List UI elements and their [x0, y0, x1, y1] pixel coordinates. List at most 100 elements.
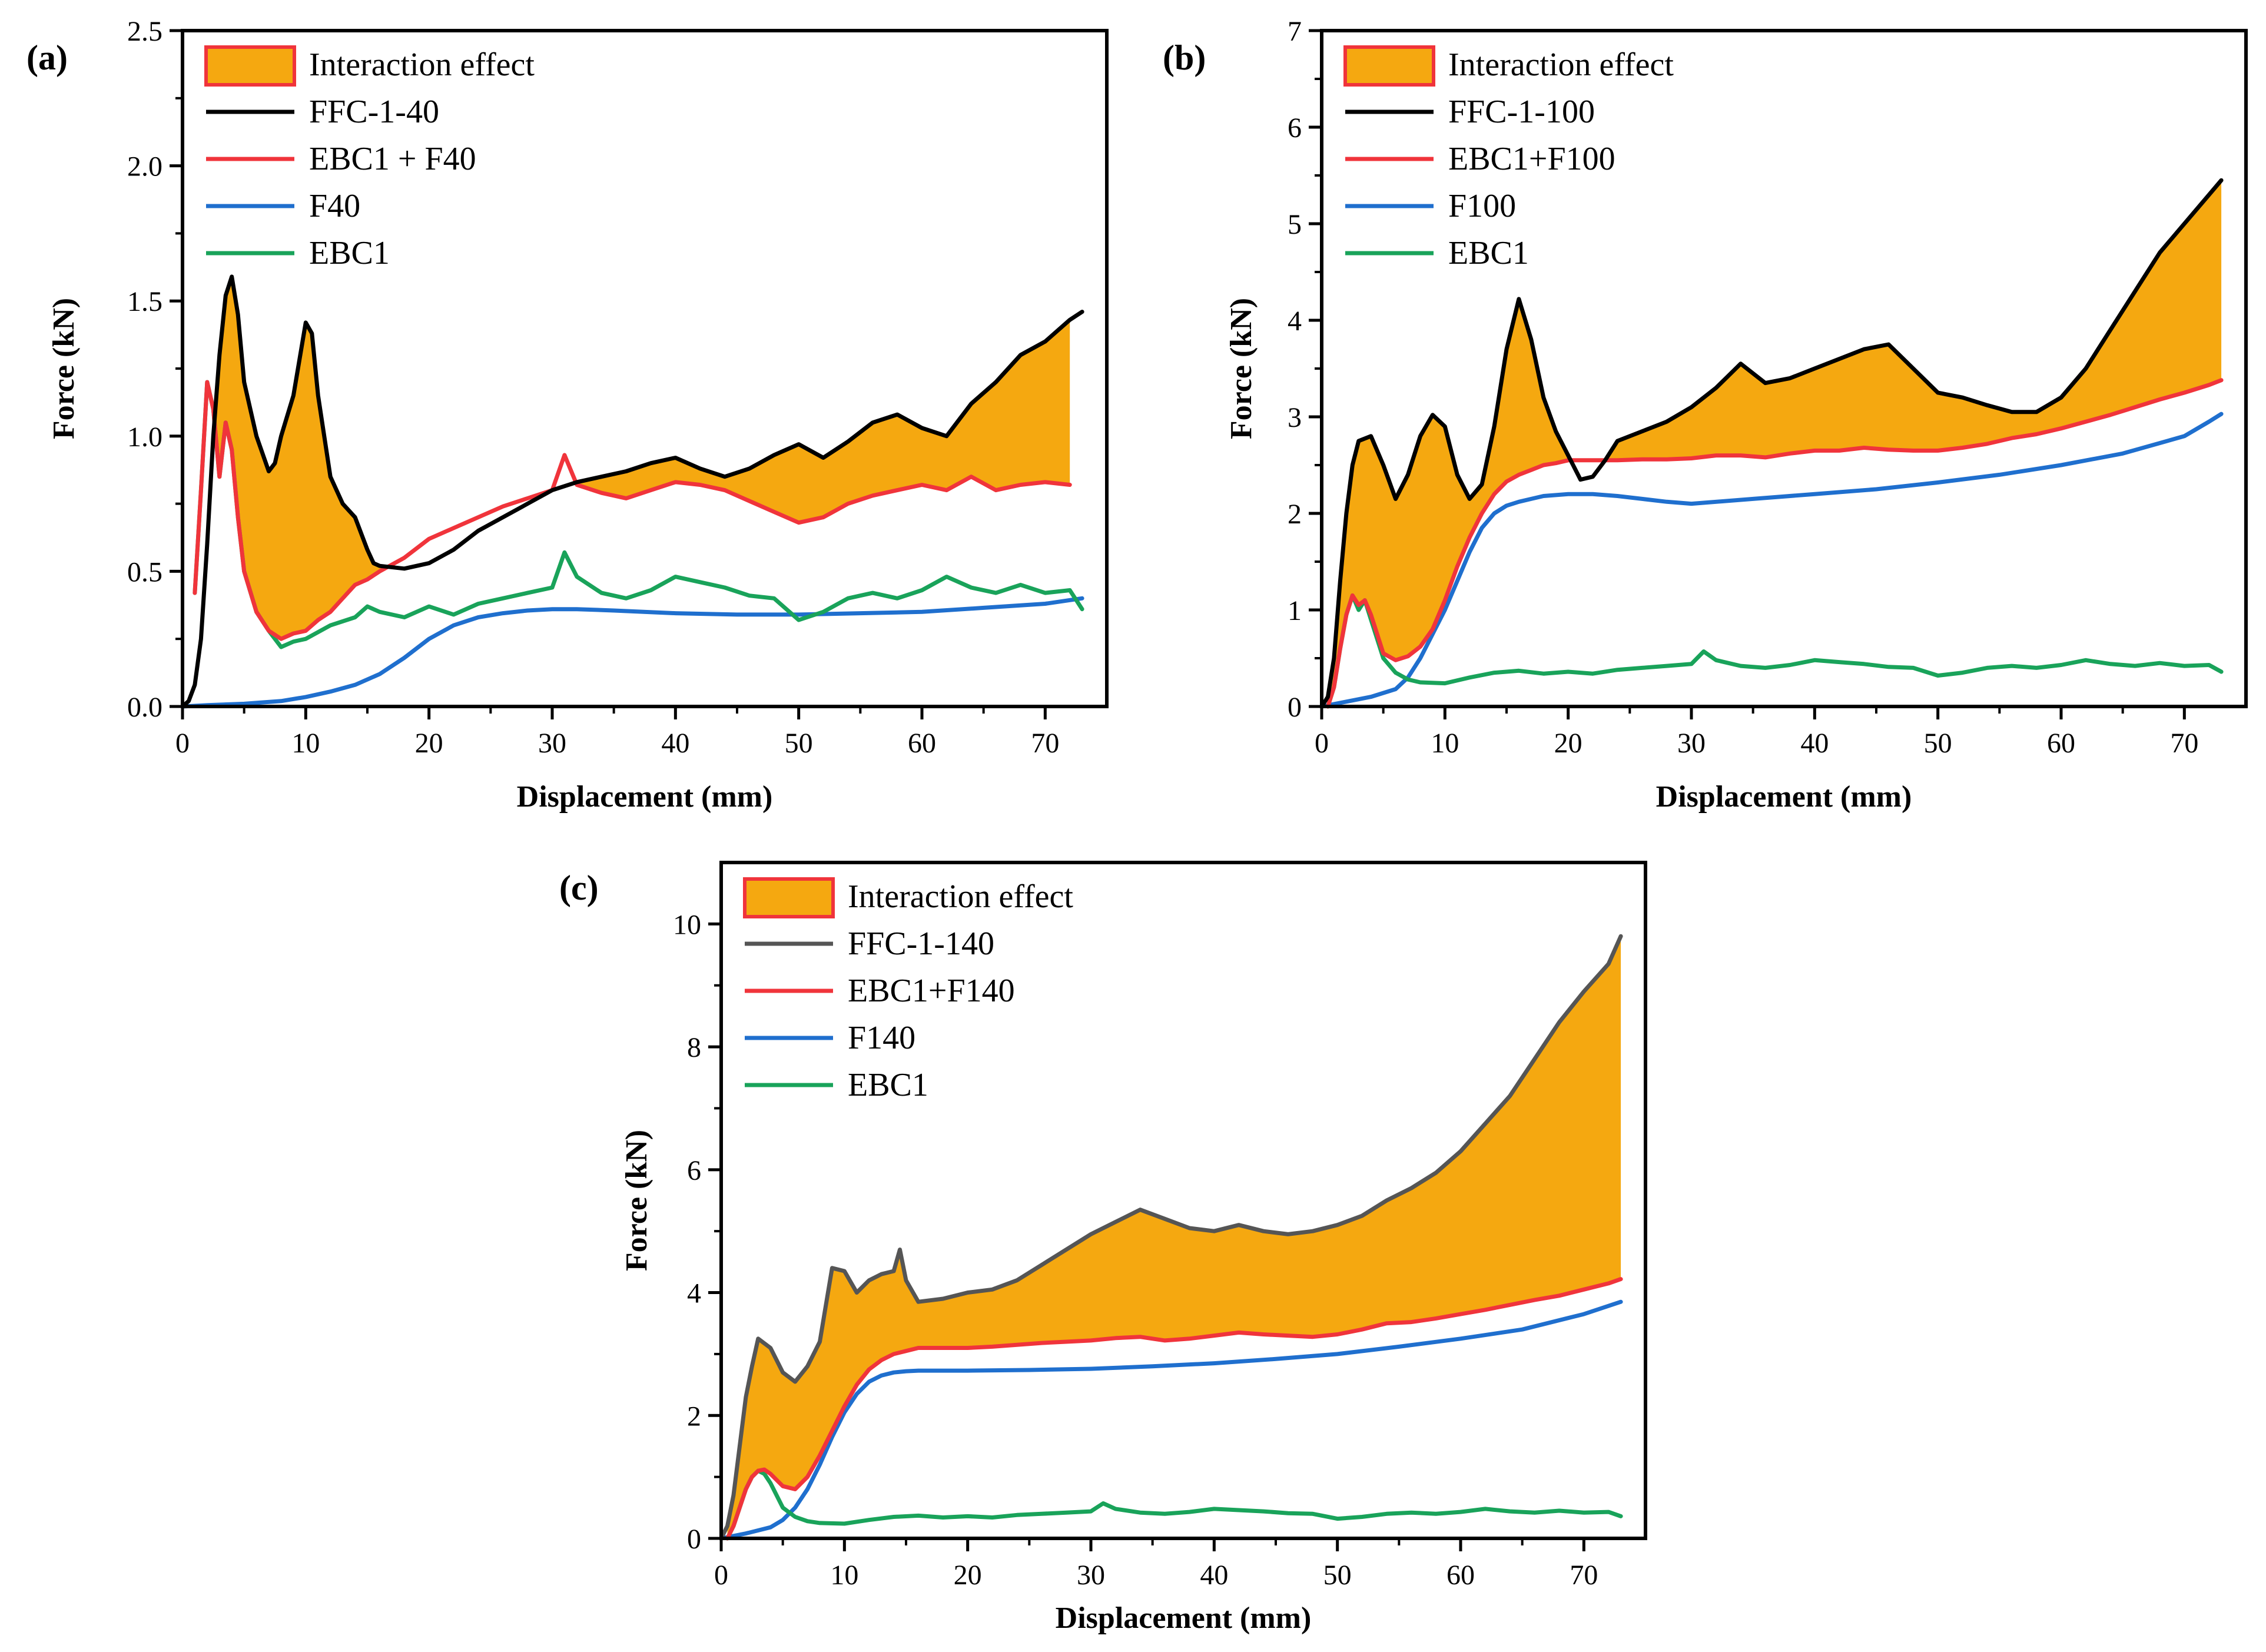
y-tick-label-b: 6: [1288, 112, 1302, 144]
legend-label-b-0: FFC-1-100: [1448, 94, 1595, 130]
legend-swatch-interaction-b: [1343, 45, 1435, 87]
x-tick-label-a: 0: [175, 728, 190, 759]
y-tick-label-a: 2.0: [127, 151, 162, 183]
plot-area-b: 0 10 20 30 40 50 60 70 0 1 2 3 4 5 6 7 Interaction effec…: [1288, 16, 2224, 759]
y-tick-label-a: 0.5: [127, 556, 162, 588]
x-tick-label-b: 70: [2170, 728, 2198, 759]
series-line-c-ebc1: [725, 1468, 1623, 1541]
legend-label-a-3: EBC1: [309, 235, 390, 271]
y-tick-label-b: 4: [1288, 306, 1302, 337]
series-line-b-f100: [1319, 412, 2224, 709]
legend-label-a-1: EBC1 + F40: [309, 141, 476, 177]
legend-label-b-3: EBC1: [1448, 235, 1529, 271]
series-line-a-ffc-1-40: [180, 274, 1084, 709]
axes-frame-b: [1320, 29, 2248, 708]
x-tick-label-a: 20: [415, 728, 443, 759]
y-tick-label-b: 2: [1288, 499, 1302, 530]
plot-area-a: 0 10 20 30 40 50 60 70 0.0 0.5 1.0 1.5 2.0 2.5 Interac…: [127, 16, 1084, 759]
y-tick-label-c: 6: [687, 1155, 701, 1186]
x-axis-title-a: Displacement (mm): [517, 780, 773, 814]
x-tick-label-a: 60: [908, 728, 936, 759]
series-line-a-ebc1-f40: [193, 380, 1072, 641]
legend-b: Interaction effect FFC-1-100 EBC1+F100 F100…: [1343, 45, 1674, 271]
x-tick-label-b: 60: [2047, 728, 2075, 759]
legend-label-c-3: EBC1: [848, 1067, 928, 1103]
x-tick-label-c: 0: [714, 1560, 728, 1591]
x-tick-label-b: 0: [1315, 728, 1329, 759]
chart-panel-c: (c) 0 10 20 30 40 50 60 70 0 2 4 6 8 10 Interaction ef…: [559, 861, 1647, 1635]
legend-label-c-0: FFC-1-140: [848, 925, 994, 962]
series-line-a-f40: [180, 596, 1084, 709]
interaction-fill-b-1: [1606, 180, 2222, 460]
x-tick-label-c: 10: [830, 1560, 858, 1591]
y-tick-label-a: 0.0: [127, 692, 162, 723]
series-line-c-f140: [719, 1299, 1623, 1541]
x-tick-label-a: 30: [538, 728, 566, 759]
plot-area-c: 0 10 20 30 40 50 60 70 0 2 4 6 8 10 Interaction effect…: [673, 877, 1623, 1591]
legend-label-b-2: F100: [1448, 188, 1516, 224]
series-line-c-ebc1-f140: [725, 1277, 1623, 1541]
x-tick-label-a: 40: [661, 728, 689, 759]
x-tick-label-c: 30: [1077, 1560, 1105, 1591]
legend-a: Interaction effect FFC-1-40 EBC1 + F40 F40 E…: [204, 45, 535, 271]
y-tick-label-a: 1.0: [127, 422, 162, 453]
y-tick-label-a: 1.5: [127, 286, 162, 317]
axes-frame-a: [181, 29, 1109, 708]
chart-panel-a: (a) 0 10 20 30 40 50 60 70 0.0 0.5 1.0 1.5 2.0 2.5 Int…: [26, 16, 1109, 814]
x-tick-label-b: 30: [1677, 728, 1706, 759]
y-tick-label-c: 10: [673, 909, 701, 940]
legend-label-c-1: EBC1+F140: [848, 973, 1015, 1009]
panel-label-a: (a): [26, 38, 68, 77]
interaction-fill-b-0: [1328, 300, 1571, 706]
series-line-b-ebc1: [1326, 593, 2224, 709]
x-tick-label-c: 20: [954, 1560, 982, 1591]
y-tick-label-a: 2.5: [127, 16, 162, 47]
series-line-b-ebc1-f100: [1326, 378, 2224, 709]
x-axis-title-c: Displacement (mm): [1056, 1601, 1312, 1635]
x-tick-label-b: 40: [1800, 728, 1829, 759]
legend-label-b-1: EBC1+F100: [1448, 141, 1615, 177]
legend-label-a-0: FFC-1-40: [309, 94, 439, 130]
y-tick-label-b: 1: [1288, 595, 1302, 626]
legend-label-a-2: F40: [309, 188, 360, 224]
y-tick-label-b: 5: [1288, 209, 1302, 240]
x-tick-label-b: 10: [1431, 728, 1459, 759]
series-line-b-ffc-1-100: [1319, 178, 2224, 709]
legend-label-c-2: F140: [848, 1020, 915, 1056]
interaction-fill-a-1: [576, 320, 1070, 523]
legend-swatch-interaction-a: [204, 45, 296, 87]
panel-label-c: (c): [559, 868, 599, 907]
x-tick-label-b: 50: [1924, 728, 1952, 759]
interaction-fill-c-0: [727, 936, 1621, 1538]
x-tick-label-a: 70: [1031, 728, 1059, 759]
y-tick-label-b: 3: [1288, 402, 1302, 433]
y-tick-label-b: 7: [1288, 16, 1302, 47]
y-tick-label-c: 4: [687, 1278, 701, 1309]
x-axis-title-b: Displacement (mm): [1656, 780, 1912, 814]
x-tick-label-b: 20: [1554, 728, 1582, 759]
x-tick-label-c: 50: [1323, 1560, 1352, 1591]
legend-label-interaction-c: Interaction effect: [848, 878, 1073, 915]
x-tick-label-a: 10: [291, 728, 320, 759]
legend-label-interaction-a: Interaction effect: [309, 47, 535, 83]
legend-label-interaction-b: Interaction effect: [1448, 47, 1674, 83]
y-axis-title-a: Force (kN): [47, 298, 81, 439]
x-tick-label-a: 50: [785, 728, 813, 759]
series-line-c-ffc-1-140: [719, 934, 1623, 1541]
y-tick-label-c: 8: [687, 1032, 701, 1063]
axes-frame-c: [719, 861, 1647, 1540]
x-tick-label-c: 40: [1200, 1560, 1228, 1591]
x-tick-label-c: 60: [1446, 1560, 1475, 1591]
y-tick-label-c: 2: [687, 1401, 701, 1432]
legend-swatch-interaction-c: [743, 877, 835, 918]
chart-panel-b: (b) 0 10 20 30 40 50 60 70 0 1 2 3 4 5 6 7 Interaction e…: [1163, 16, 2248, 814]
y-axis-title-b: Force (kN): [1225, 298, 1258, 439]
legend-c: Interaction effect FFC-1-140 EBC1+F140 F140…: [743, 877, 1073, 1103]
y-axis-title-c: Force (kN): [620, 1130, 653, 1271]
interaction-fill-a-0: [215, 278, 387, 639]
y-tick-label-b: 0: [1288, 692, 1302, 723]
x-tick-label-c: 70: [1570, 1560, 1598, 1591]
panel-label-b: (b): [1163, 38, 1206, 77]
y-tick-label-c: 0: [687, 1524, 701, 1555]
